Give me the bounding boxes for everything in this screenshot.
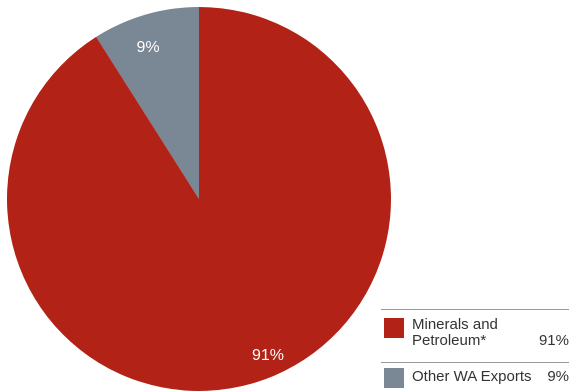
legend-label-other-wa-exports: Other WA Exports — [412, 368, 532, 385]
legend-value-other-wa-exports: 9% — [547, 368, 569, 385]
legend-item-other-wa-exports: Other WA Exports 9% — [381, 362, 569, 391]
legend-label-line1: Minerals and — [412, 316, 498, 333]
legend-swatch-other-wa-exports — [384, 368, 404, 388]
legend: Minerals and Petroleum* 91% Other WA Exp… — [381, 309, 569, 391]
legend-label-minerals-petroleum: Minerals and Petroleum* — [412, 317, 522, 349]
pie-slices — [7, 7, 391, 391]
pie-slice-minerals-petroleum — [7, 7, 391, 391]
pie-slice-other-wa-exports — [96, 7, 199, 199]
pie-slice-label-other-wa-exports: 9% — [136, 39, 159, 56]
pie-slice-label-minerals-petroleum: 91% — [252, 347, 284, 364]
legend-item-minerals-petroleum: Minerals and Petroleum* 91% — [381, 309, 569, 362]
legend-label-line2: Petroleum* — [412, 332, 487, 349]
legend-swatch-minerals-petroleum — [384, 318, 404, 338]
pie-slice-labels: 9% 91% — [136, 39, 284, 364]
legend-value-minerals-petroleum: 91% — [538, 332, 569, 349]
